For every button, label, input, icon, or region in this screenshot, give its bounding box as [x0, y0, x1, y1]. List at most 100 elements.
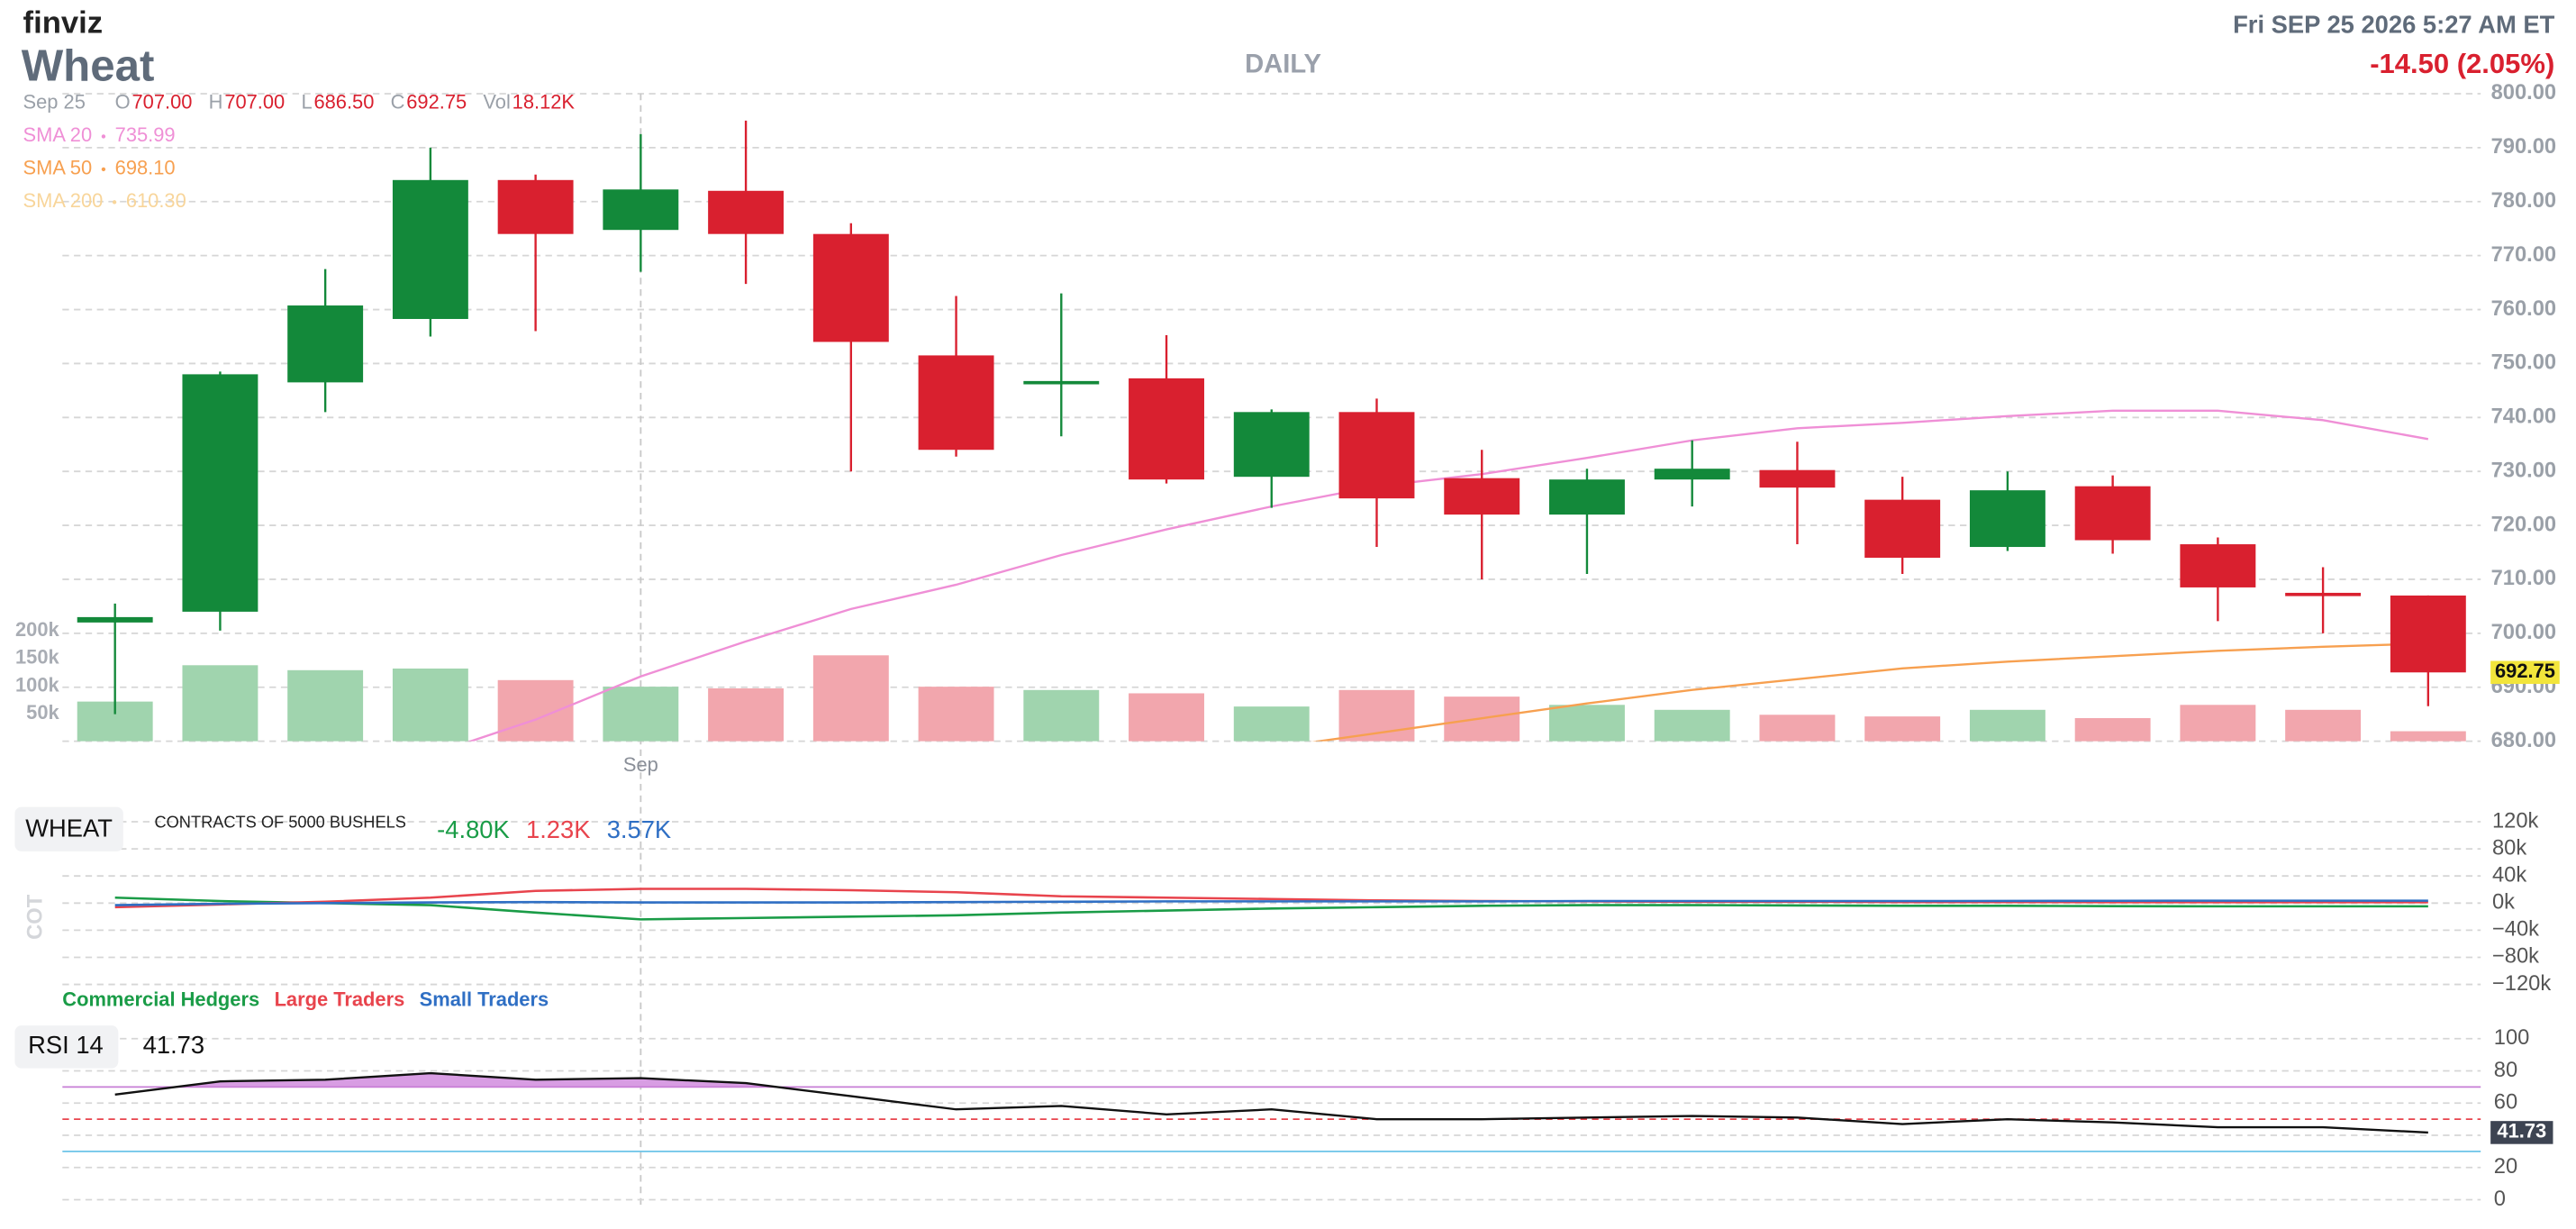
- candle-body: [1338, 412, 1415, 499]
- candle-body: [2180, 544, 2256, 587]
- last-value-label: 41.73: [2497, 1120, 2546, 1143]
- candle-body: [603, 189, 679, 231]
- y-tick-label: 0k: [2492, 891, 2515, 915]
- quote-key: C: [391, 91, 405, 114]
- volume-tick-label: 200k: [15, 618, 59, 641]
- last-price-box: [2490, 660, 2560, 685]
- volume-bar: [392, 668, 468, 742]
- legend-label[interactable]: SMA 200: [23, 189, 104, 212]
- y-tick-label: 800.00: [2491, 81, 2557, 105]
- candle-body: [77, 616, 153, 623]
- y-tick-label: 60: [2494, 1091, 2517, 1115]
- y-tick-label: 680.00: [2491, 729, 2557, 752]
- volume-bar: [1654, 709, 1730, 742]
- legend-label[interactable]: SMA 50: [23, 157, 93, 179]
- legend-label[interactable]: SMA 20: [23, 123, 93, 146]
- datetime: Fri SEP 25 2026 5:27 AM ET: [2233, 10, 2554, 38]
- y-tick-label: 120k: [2492, 809, 2539, 833]
- last-value-box: [2490, 1121, 2553, 1144]
- y-tick-label: 780.00: [2491, 189, 2557, 213]
- candle-body: [1969, 490, 2045, 548]
- candle-body: [1129, 378, 1204, 480]
- candle-body: [392, 179, 468, 320]
- date-label: Sep 25: [23, 91, 86, 114]
- volume-bar: [182, 665, 259, 742]
- y-tick-label: −40k: [2492, 918, 2539, 942]
- rsi-line: [114, 1071, 2428, 1134]
- candle-body: [497, 179, 574, 234]
- quote-value: 707.00: [132, 91, 193, 114]
- volume-bar: [2074, 717, 2151, 742]
- quote-value: 686.50: [313, 91, 374, 114]
- y-tick-label: 80k: [2492, 836, 2526, 860]
- series-value: 1.23K: [526, 815, 590, 843]
- y-tick-label: 740.00: [2491, 405, 2557, 429]
- logo[interactable]: finviz: [23, 6, 104, 41]
- timeframe[interactable]: DAILY: [1245, 50, 1321, 79]
- panel-title: WHEAT: [25, 814, 113, 842]
- overbought-fill: [114, 1073, 2428, 1088]
- candle-body: [287, 305, 364, 383]
- y-axis-label: COT: [23, 894, 47, 940]
- cot-line: [114, 899, 2428, 906]
- price-change: -14.50 (2.05%): [2370, 48, 2554, 79]
- volume-bar: [603, 687, 679, 742]
- candle-body: [1444, 478, 1520, 515]
- volume-bar: [2285, 709, 2362, 742]
- volume-bar: [1549, 705, 1625, 742]
- y-tick-label: 720.00: [2491, 513, 2557, 536]
- last-price-label: 692.75: [2495, 660, 2555, 682]
- volume-bar: [1129, 693, 1204, 742]
- quote-key: H: [209, 91, 223, 114]
- series-value: 3.57K: [607, 815, 671, 843]
- y-tick-label: −80k: [2492, 945, 2539, 969]
- candle-body: [918, 355, 994, 451]
- candle-body: [1654, 469, 1730, 480]
- volume-tick-label: 100k: [15, 673, 59, 696]
- legend-value: 610.30: [126, 189, 186, 212]
- volume-bar: [497, 679, 574, 742]
- quote-value: 707.00: [224, 91, 285, 114]
- y-tick-label: 750.00: [2491, 351, 2557, 375]
- candle-body: [1549, 479, 1625, 515]
- sma-line: [1311, 642, 2428, 742]
- panel-title-box: [14, 806, 123, 851]
- quote-key: L: [301, 91, 312, 114]
- legend-label[interactable]: Small Traders: [420, 988, 549, 1011]
- y-tick-label: 700.00: [2491, 621, 2557, 644]
- candle-body: [708, 190, 785, 234]
- candle-body: [1233, 412, 1310, 478]
- volume-bar: [918, 687, 994, 742]
- legend-separator: [101, 134, 106, 139]
- volume-bar: [812, 655, 889, 742]
- candle-body: [1023, 380, 1100, 385]
- y-tick-label: 80: [2494, 1059, 2517, 1082]
- y-tick-label: 710.00: [2491, 567, 2557, 590]
- y-tick-label: 760.00: [2491, 297, 2557, 321]
- volume-tick-label: 150k: [15, 646, 59, 669]
- series-value: -4.80K: [437, 815, 510, 843]
- legend-label[interactable]: Large Traders: [275, 988, 405, 1011]
- candle-body: [2390, 595, 2466, 673]
- panel-title-box: [14, 1025, 119, 1069]
- legend-separator: [101, 167, 106, 172]
- y-tick-label: 40k: [2492, 863, 2526, 887]
- y-tick-label: 730.00: [2491, 459, 2557, 482]
- volume-bar: [1233, 706, 1310, 742]
- x-tick-label: Sep: [623, 753, 658, 776]
- candle-body: [2285, 592, 2362, 596]
- candle-body: [1864, 499, 1941, 559]
- quote-value: 18.12K: [512, 91, 576, 114]
- quote-key: Vol: [483, 91, 510, 114]
- volume-bar: [1969, 709, 2045, 742]
- quote-key: O: [115, 91, 131, 114]
- legend-value: 698.10: [115, 157, 176, 179]
- candle-body: [182, 374, 259, 612]
- y-tick-label: 20: [2494, 1155, 2517, 1179]
- y-tick-label: −120k: [2492, 972, 2551, 996]
- legend-label[interactable]: Commercial Hedgers: [62, 988, 259, 1011]
- y-tick-label: 790.00: [2491, 135, 2557, 159]
- rsi-value: 41.73: [143, 1031, 204, 1059]
- moving-averages: [467, 409, 2429, 742]
